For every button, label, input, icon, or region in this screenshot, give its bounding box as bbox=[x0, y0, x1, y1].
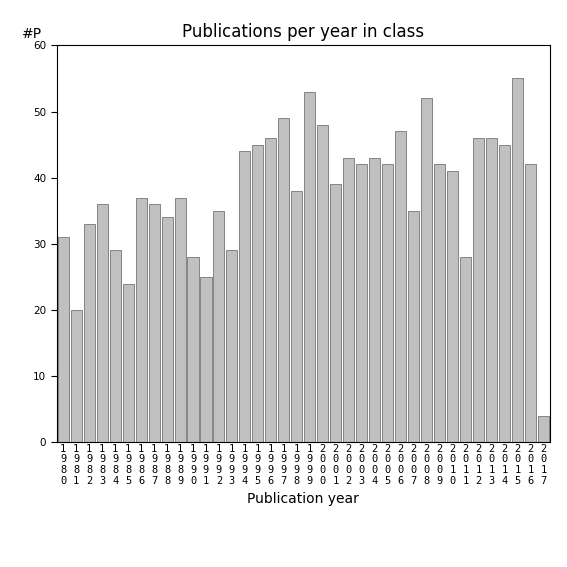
Bar bbox=[278, 118, 289, 442]
Bar bbox=[499, 145, 510, 442]
Bar bbox=[525, 164, 536, 442]
Bar bbox=[265, 138, 276, 442]
Bar bbox=[109, 251, 121, 442]
Bar bbox=[136, 197, 147, 442]
Bar bbox=[473, 138, 484, 442]
Bar bbox=[421, 98, 432, 442]
Bar bbox=[188, 257, 198, 442]
Bar bbox=[343, 158, 354, 442]
Bar bbox=[369, 158, 380, 442]
Bar bbox=[226, 251, 238, 442]
Bar bbox=[486, 138, 497, 442]
Bar bbox=[239, 151, 251, 442]
Bar bbox=[434, 164, 445, 442]
Bar bbox=[447, 171, 458, 442]
Bar bbox=[395, 132, 406, 442]
Title: Publications per year in class: Publications per year in class bbox=[182, 23, 425, 41]
Bar bbox=[71, 310, 82, 442]
Bar bbox=[460, 257, 471, 442]
Bar bbox=[149, 204, 159, 442]
Bar bbox=[318, 125, 328, 442]
Text: #P: #P bbox=[22, 27, 43, 41]
Bar bbox=[58, 237, 69, 442]
Bar bbox=[122, 284, 134, 442]
Bar bbox=[382, 164, 393, 442]
Bar bbox=[201, 277, 211, 442]
Bar bbox=[84, 224, 95, 442]
Bar bbox=[408, 211, 419, 442]
Bar bbox=[538, 416, 549, 442]
Bar bbox=[304, 92, 315, 442]
Bar bbox=[331, 184, 341, 442]
Bar bbox=[356, 164, 367, 442]
Bar bbox=[213, 211, 225, 442]
Bar bbox=[162, 217, 172, 442]
Bar bbox=[96, 204, 108, 442]
X-axis label: Publication year: Publication year bbox=[247, 492, 359, 506]
Bar bbox=[291, 191, 302, 442]
Bar bbox=[512, 78, 523, 442]
Bar bbox=[175, 197, 185, 442]
Bar bbox=[252, 145, 264, 442]
